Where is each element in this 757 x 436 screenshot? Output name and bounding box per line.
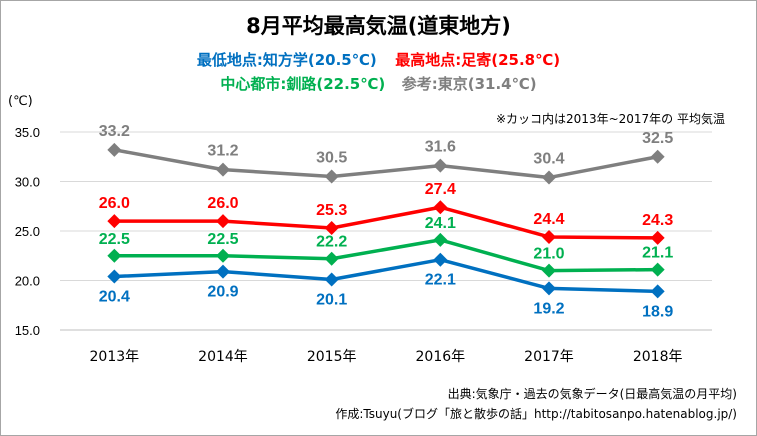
kushiro-data-label: 21.1 bbox=[642, 245, 673, 262]
chart-title: 8月平均最高気温(道東地方) bbox=[246, 14, 511, 38]
ashoro-data-label: 24.3 bbox=[642, 212, 673, 229]
ashoro-data-point bbox=[542, 229, 556, 244]
chihogaku-data-point bbox=[542, 281, 556, 296]
y-axis-unit: (℃) bbox=[8, 94, 33, 109]
reference-label: 参考:東京(31.4℃) bbox=[401, 75, 537, 93]
author-credit: 作成:Tsuyu(ブログ「旅と散歩の話」http://tabitosanpo.h… bbox=[335, 407, 737, 421]
kushiro-data-point bbox=[107, 248, 122, 263]
chihogaku-series-line bbox=[114, 257, 658, 294]
tokyo-data-point bbox=[542, 170, 556, 185]
kushiro-series-line bbox=[114, 238, 658, 273]
chihogaku-data-label: 20.9 bbox=[207, 284, 238, 301]
kushiro-data-point bbox=[216, 248, 230, 263]
x-tick-label: 2013年 bbox=[90, 349, 140, 365]
y-tick-label: 15.0 bbox=[15, 323, 40, 338]
x-tick-label: 2014年 bbox=[198, 349, 248, 365]
chihogaku-data-point bbox=[216, 264, 230, 279]
y-tick-label: 20.0 bbox=[15, 274, 40, 289]
central-city-label: 中心都市:釧路(22.5℃) bbox=[220, 75, 386, 93]
x-tick-label: 2018年 bbox=[633, 349, 683, 365]
chihogaku-data-label: 18.9 bbox=[642, 303, 673, 320]
y-tick-label: 35.0 bbox=[15, 125, 40, 140]
max-location-label: 最高地点:足寄(25.8℃) bbox=[395, 51, 561, 69]
ashoro-data-point bbox=[107, 214, 122, 229]
ashoro-data-label: 24.4 bbox=[533, 211, 564, 228]
kushiro-data-point bbox=[433, 232, 448, 247]
subtitle-line-2: 中心都市:釧路(22.5℃) 参考:東京(31.4℃) bbox=[0, 73, 757, 94]
kushiro-data-label: 22.2 bbox=[316, 234, 347, 251]
tokyo-data-label: 31.6 bbox=[425, 139, 456, 156]
source-credit: 出典:気象庁・過去の気象データ(日最高気温の月平均) bbox=[447, 387, 737, 401]
chihogaku-data-label: 22.1 bbox=[425, 272, 456, 289]
ashoro-data-point bbox=[324, 221, 339, 236]
kushiro-data-label: 22.5 bbox=[207, 231, 238, 248]
ashoro-data-point bbox=[650, 230, 665, 245]
ashoro-data-point bbox=[433, 200, 448, 215]
tokyo-data-label: 33.2 bbox=[99, 123, 130, 140]
chihogaku-data-point bbox=[650, 284, 665, 299]
ashoro-data-label: 27.4 bbox=[425, 181, 456, 198]
average-note: ※カッコ内は2013年~2017年の 平均気温 bbox=[495, 112, 725, 126]
chihogaku-data-label: 19.2 bbox=[533, 300, 564, 317]
chihogaku-data-label: 20.4 bbox=[99, 289, 130, 306]
kushiro-data-point bbox=[324, 251, 339, 266]
ashoro-data-label: 25.3 bbox=[316, 202, 347, 219]
kushiro-data-label: 21.0 bbox=[533, 246, 564, 263]
y-tick-label: 30.0 bbox=[15, 175, 40, 190]
tokyo-data-point bbox=[324, 169, 339, 184]
x-tick-label: 2016年 bbox=[416, 349, 466, 365]
ashoro-data-label: 26.0 bbox=[207, 195, 238, 212]
kushiro-data-point bbox=[542, 263, 556, 278]
chihogaku-data-point bbox=[324, 272, 339, 287]
tokyo-data-label: 30.5 bbox=[316, 150, 347, 167]
kushiro-data-label: 22.5 bbox=[99, 231, 130, 248]
tokyo-data-point bbox=[216, 162, 230, 177]
chihogaku-data-point bbox=[107, 269, 122, 284]
tokyo-data-label: 30.4 bbox=[533, 151, 564, 168]
tokyo-data-point bbox=[107, 142, 122, 157]
tokyo-data-point bbox=[650, 149, 665, 164]
kushiro-data-point bbox=[650, 262, 665, 277]
tokyo-data-point bbox=[433, 158, 448, 173]
ashoro-data-point bbox=[216, 214, 230, 229]
x-tick-label: 2017年 bbox=[524, 349, 574, 365]
min-location-label: 最低地点:知方学(20.5℃) bbox=[196, 51, 377, 69]
ashoro-series-line bbox=[114, 205, 658, 240]
chihogaku-data-point bbox=[433, 252, 448, 267]
x-tick-label: 2015年 bbox=[307, 349, 357, 365]
tokyo-data-label: 32.5 bbox=[642, 130, 673, 147]
subtitle-line-1: 最低地点:知方学(20.5℃) 最高地点:足寄(25.8℃) bbox=[0, 49, 757, 70]
y-tick-label: 25.0 bbox=[15, 224, 40, 239]
tokyo-series-line bbox=[114, 148, 658, 180]
chihogaku-data-label: 20.1 bbox=[316, 292, 347, 309]
ashoro-data-label: 26.0 bbox=[99, 195, 130, 212]
kushiro-data-label: 24.1 bbox=[425, 215, 456, 232]
tokyo-data-label: 31.2 bbox=[207, 143, 238, 160]
